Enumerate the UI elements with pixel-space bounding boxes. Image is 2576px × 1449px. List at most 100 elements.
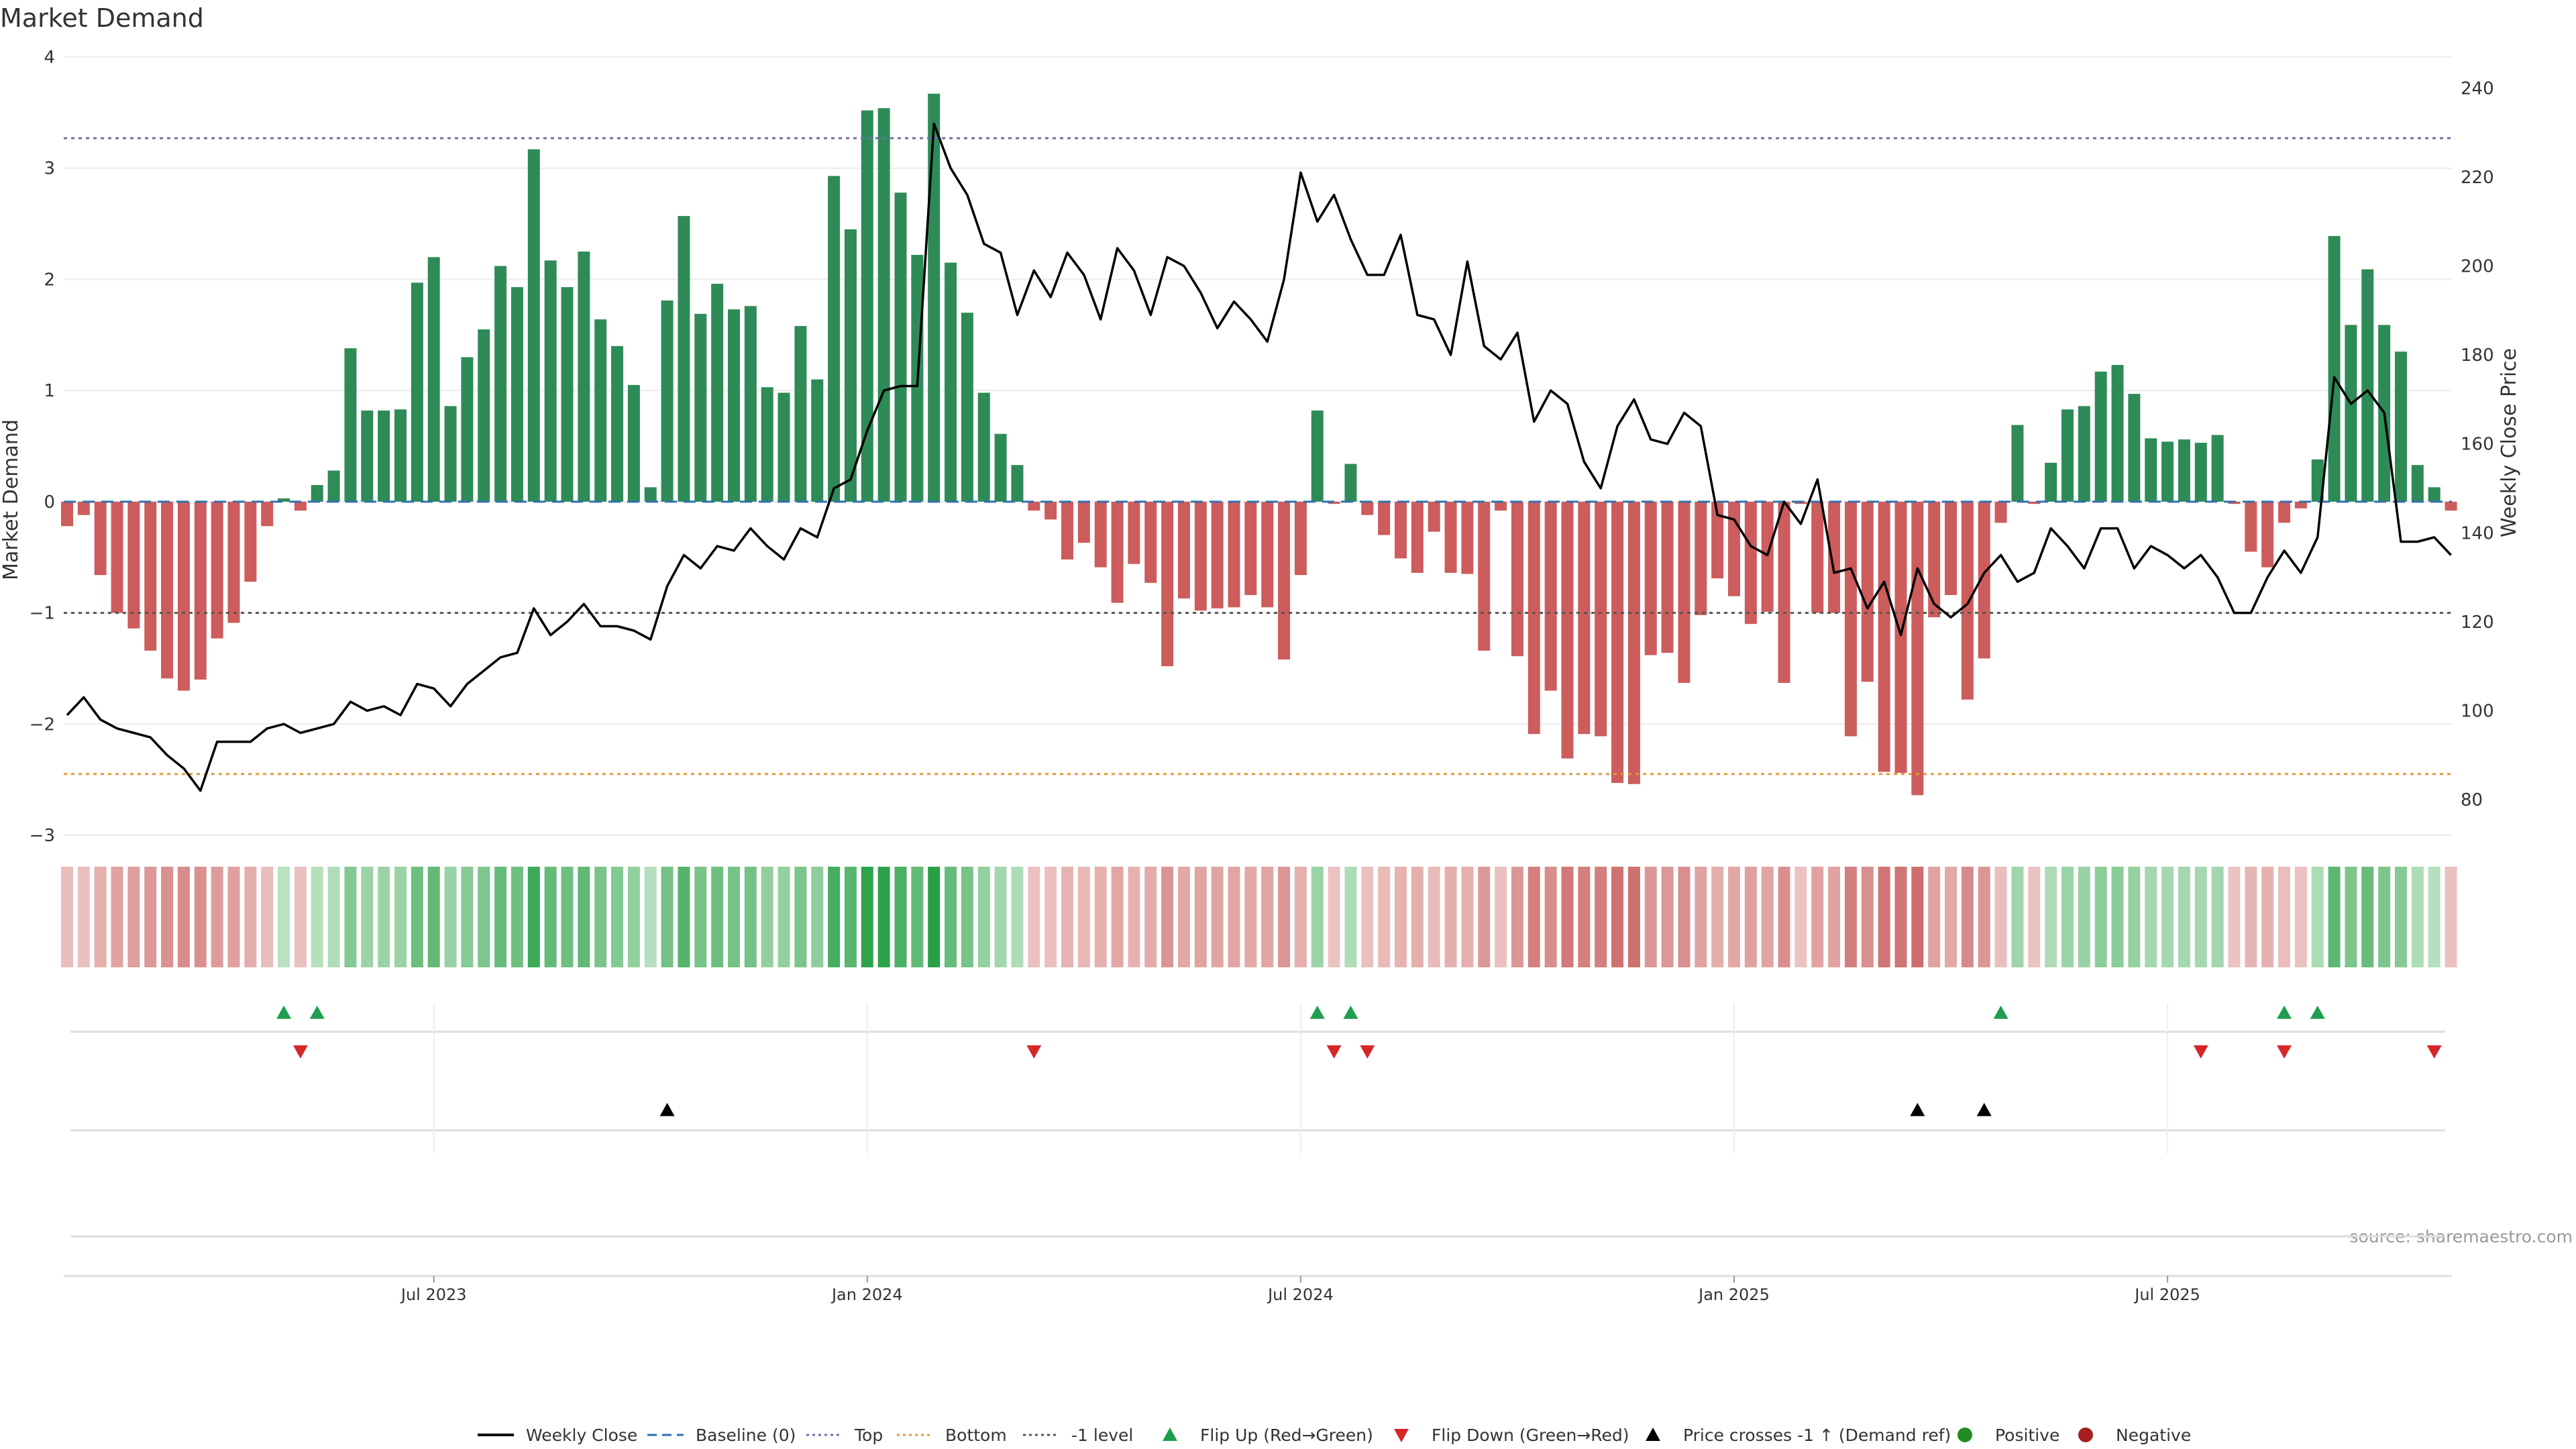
legend-item-1: Baseline (0) bbox=[647, 1426, 796, 1445]
strip-cell-101 bbox=[1744, 867, 1757, 967]
demand-bar-122 bbox=[2094, 371, 2107, 502]
legend-swatch-9 bbox=[2078, 1428, 2093, 1442]
strip-cell-50 bbox=[894, 867, 907, 967]
strip-cell-89 bbox=[1544, 867, 1557, 967]
strip-cell-114 bbox=[1961, 867, 1974, 967]
strip-cell-124 bbox=[2128, 867, 2141, 967]
price-line-group bbox=[66, 122, 2452, 792]
strip-cell-5 bbox=[144, 867, 157, 967]
demand-bar-108 bbox=[1861, 501, 1874, 682]
demand-bar-102 bbox=[1761, 501, 1774, 612]
strip-cell-92 bbox=[1595, 867, 1607, 967]
demand-bar-7 bbox=[177, 501, 190, 691]
strip-cell-113 bbox=[1945, 867, 1957, 967]
demand-bar-23 bbox=[444, 406, 457, 502]
demand-bar-106 bbox=[1828, 501, 1841, 613]
strip-cell-125 bbox=[2145, 867, 2157, 967]
strip-cell-99 bbox=[1711, 867, 1724, 967]
demand-bar-138 bbox=[2361, 269, 2374, 502]
demand-bar-124 bbox=[2128, 394, 2141, 502]
demand-bar-129 bbox=[2211, 435, 2224, 502]
legend-label-9: Negative bbox=[2116, 1426, 2191, 1445]
strip-cell-59 bbox=[1044, 867, 1057, 967]
demand-bar-55 bbox=[977, 392, 990, 502]
demand-bar-84 bbox=[1461, 501, 1474, 574]
demand-bar-93 bbox=[1611, 501, 1624, 784]
strip-cell-100 bbox=[1728, 867, 1740, 967]
strip-cell-6 bbox=[161, 867, 174, 967]
demand-bar-35 bbox=[644, 487, 657, 502]
strip-cell-56 bbox=[994, 867, 1007, 967]
demand-bar-81 bbox=[1411, 501, 1424, 573]
strip-cell-14 bbox=[294, 867, 307, 967]
demand-bar-17 bbox=[344, 348, 357, 502]
strip-cell-34 bbox=[627, 867, 640, 967]
strip-cell-12 bbox=[261, 867, 274, 967]
demand-bar-53 bbox=[945, 262, 957, 502]
demand-bar-48 bbox=[861, 110, 873, 502]
demand-bar-56 bbox=[994, 433, 1007, 502]
strip-cell-62 bbox=[1094, 867, 1107, 967]
demand-bar-12 bbox=[261, 501, 274, 527]
demand-bar-113 bbox=[1945, 501, 1957, 596]
strip-cell-93 bbox=[1611, 867, 1624, 967]
strip-cell-16 bbox=[327, 867, 340, 967]
y2-axis-ticks: 240 220 200 180 160 140 120 100 80 bbox=[2461, 78, 2494, 810]
demand-bar-1 bbox=[77, 501, 90, 515]
strip-cell-55 bbox=[977, 867, 990, 967]
demand-bar-104 bbox=[1794, 501, 1807, 504]
demand-bar-54 bbox=[961, 313, 973, 502]
strip-cell-60 bbox=[1061, 867, 1073, 967]
strip-cell-40 bbox=[728, 867, 740, 967]
strip-cell-129 bbox=[2211, 867, 2224, 967]
legend-item-8: Positive bbox=[1957, 1426, 2059, 1445]
demand-bar-79 bbox=[1378, 501, 1391, 535]
demand-bar-68 bbox=[1194, 501, 1207, 611]
strip-cell-76 bbox=[1328, 867, 1340, 967]
strip-cell-102 bbox=[1761, 867, 1774, 967]
strip-cell-63 bbox=[1111, 867, 1124, 967]
strip-cell-110 bbox=[1894, 867, 1907, 967]
y-tick-label-5: −1 bbox=[30, 604, 55, 624]
flip-up-marker-2 bbox=[1309, 1006, 1325, 1019]
demand-bar-127 bbox=[2178, 439, 2190, 502]
demand-bar-32 bbox=[594, 319, 607, 502]
demand-bar-109 bbox=[1878, 501, 1890, 772]
legend-swatch-5 bbox=[1163, 1428, 1177, 1441]
strip-cell-75 bbox=[1311, 867, 1324, 967]
price-cross-marker-1 bbox=[1910, 1103, 1925, 1116]
flip-up-marker-0 bbox=[276, 1006, 292, 1019]
flip-down-marker-4 bbox=[2193, 1045, 2208, 1059]
flip-up-marker-1 bbox=[309, 1006, 325, 1019]
strip-cell-20 bbox=[394, 867, 407, 967]
strip-cell-81 bbox=[1411, 867, 1424, 967]
strip-cell-10 bbox=[227, 867, 240, 967]
demand-bar-135 bbox=[2311, 459, 2324, 502]
strip-cell-15 bbox=[311, 867, 323, 967]
demand-bar-99 bbox=[1711, 501, 1724, 579]
strip-cell-94 bbox=[1627, 867, 1640, 967]
y2-tick-label-0: 240 bbox=[2461, 78, 2494, 99]
y-tick-label-7: −3 bbox=[30, 826, 55, 846]
demand-bar-10 bbox=[227, 501, 240, 623]
demand-bar-72 bbox=[1261, 501, 1274, 608]
demand-bar-36 bbox=[661, 300, 674, 502]
demand-bar-4 bbox=[127, 501, 140, 629]
strip-cell-51 bbox=[911, 867, 924, 967]
demand-bar-38 bbox=[694, 313, 707, 502]
demand-bar-128 bbox=[2194, 443, 2207, 502]
legend-item-2: Top bbox=[806, 1426, 883, 1445]
demand-bar-49 bbox=[877, 108, 890, 502]
strip-cell-117 bbox=[2011, 867, 2024, 967]
demand-bar-112 bbox=[1928, 501, 1941, 618]
y2-tick-label-4: 160 bbox=[2461, 435, 2494, 455]
strip-cell-66 bbox=[1161, 867, 1174, 967]
strip-cell-46 bbox=[828, 867, 841, 967]
strip-cell-88 bbox=[1527, 867, 1540, 967]
price-cross-marker-0 bbox=[659, 1103, 675, 1116]
y-tick-label-4: 0 bbox=[44, 492, 55, 513]
demand-bar-140 bbox=[2395, 352, 2407, 502]
demand-bar-52 bbox=[928, 93, 941, 502]
demand-bar-142 bbox=[2428, 487, 2440, 502]
demand-bar-137 bbox=[2345, 325, 2357, 502]
